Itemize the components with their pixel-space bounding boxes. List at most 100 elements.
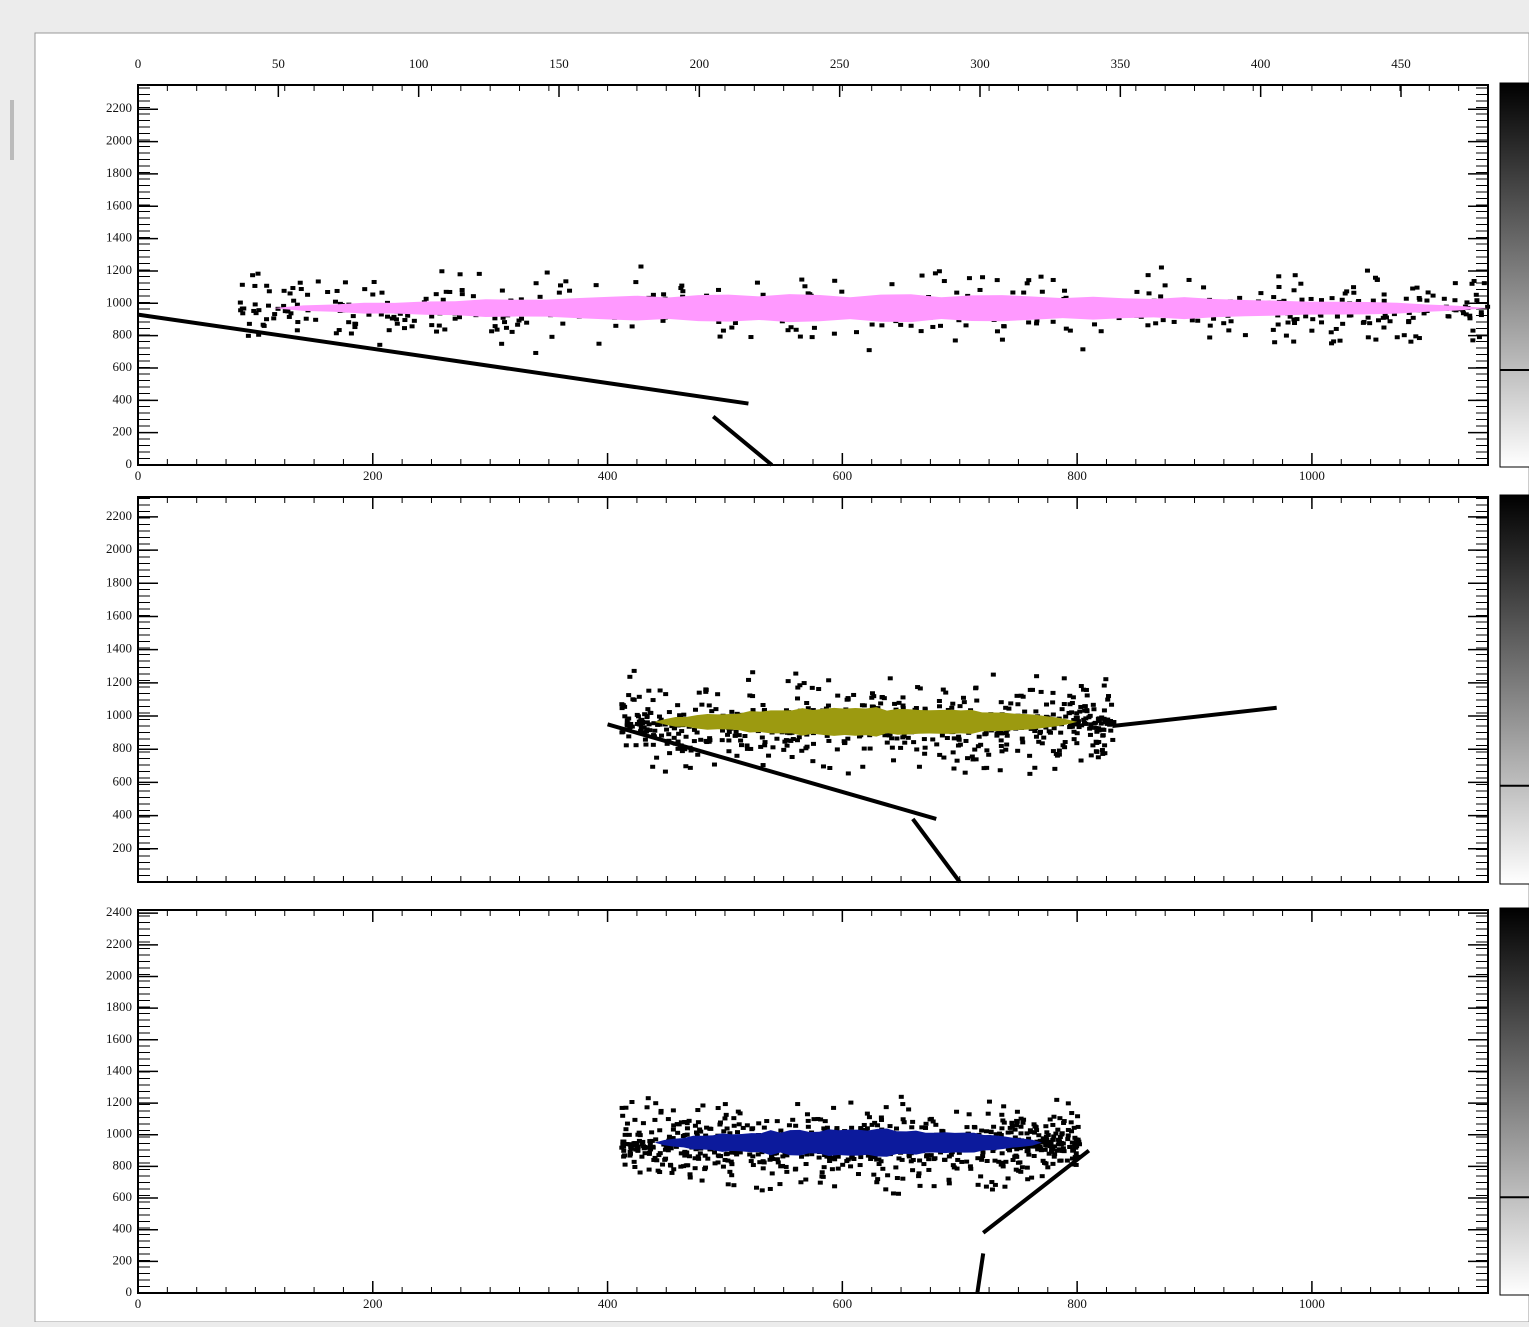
hit xyxy=(1044,1143,1050,1148)
hit xyxy=(683,764,689,769)
x-tick-label: 400 xyxy=(598,468,618,483)
hit xyxy=(1221,321,1227,326)
hit xyxy=(795,1102,801,1107)
hit xyxy=(864,1111,870,1116)
hit xyxy=(875,1123,881,1128)
hit xyxy=(775,1160,781,1165)
hit xyxy=(729,1173,735,1178)
hit xyxy=(632,1164,638,1169)
y-tick-label: 400 xyxy=(113,1221,133,1236)
hit xyxy=(240,311,246,316)
hit xyxy=(785,328,791,333)
hit xyxy=(1018,1124,1024,1129)
hit xyxy=(1068,1120,1074,1125)
hit xyxy=(1026,1152,1032,1157)
hit xyxy=(717,334,723,339)
hit xyxy=(879,695,885,700)
hit xyxy=(760,763,766,768)
hit xyxy=(1053,1131,1059,1136)
top-x-tick-label: 50 xyxy=(272,56,285,71)
hit xyxy=(774,736,780,741)
hit xyxy=(666,710,672,715)
hit xyxy=(1069,700,1075,705)
hit xyxy=(695,1108,701,1113)
hit xyxy=(896,700,902,705)
hit xyxy=(687,1175,693,1180)
hit xyxy=(894,1176,900,1181)
hit xyxy=(908,1159,914,1164)
hit xyxy=(994,733,1000,738)
hit xyxy=(992,1182,998,1187)
hit xyxy=(1098,721,1104,726)
hit xyxy=(1364,268,1370,273)
hit xyxy=(956,318,962,323)
hit xyxy=(900,695,906,700)
hit xyxy=(439,269,445,274)
hit xyxy=(919,1125,925,1130)
hit xyxy=(1029,687,1035,692)
hit xyxy=(1381,298,1387,303)
hit xyxy=(815,1116,821,1121)
hit xyxy=(1076,725,1082,730)
hit xyxy=(1015,702,1021,707)
hit xyxy=(894,736,900,741)
hit xyxy=(997,768,1003,773)
hit xyxy=(305,292,311,297)
hit xyxy=(705,1156,711,1161)
hit xyxy=(692,1156,698,1161)
hit xyxy=(1067,328,1073,333)
hit xyxy=(826,738,832,743)
hit xyxy=(1387,319,1393,324)
hit xyxy=(805,1124,811,1129)
hit xyxy=(1054,1148,1060,1153)
hit xyxy=(1001,1104,1007,1109)
hit xyxy=(984,1158,990,1163)
hit xyxy=(494,327,500,332)
track xyxy=(607,722,937,821)
hit xyxy=(964,1125,970,1130)
hit xyxy=(366,312,372,317)
hit xyxy=(298,287,304,292)
hit xyxy=(716,287,722,292)
hit xyxy=(1051,1154,1057,1159)
hit xyxy=(845,771,851,776)
hit xyxy=(661,292,667,297)
hit xyxy=(887,676,893,681)
hit xyxy=(876,1162,882,1167)
hit xyxy=(1080,347,1086,352)
hit xyxy=(851,692,857,697)
hit xyxy=(1329,296,1335,301)
hit xyxy=(822,1119,828,1124)
hit xyxy=(1012,1135,1018,1140)
hit xyxy=(880,1166,886,1171)
hit xyxy=(797,683,803,688)
hit xyxy=(1034,321,1040,326)
hit xyxy=(1100,751,1106,756)
hit xyxy=(664,727,670,732)
hit xyxy=(315,279,321,284)
hit xyxy=(675,746,681,751)
hit xyxy=(805,706,811,711)
hit xyxy=(662,769,668,774)
hit xyxy=(1039,289,1045,294)
hit xyxy=(686,1154,692,1159)
hit xyxy=(973,757,979,762)
y-tick-label: 1800 xyxy=(106,574,132,589)
hit xyxy=(1171,319,1177,324)
hit xyxy=(916,1174,922,1179)
hit xyxy=(1058,730,1064,735)
hit xyxy=(1380,315,1386,320)
hit xyxy=(967,1164,973,1169)
hit xyxy=(832,278,838,283)
hit xyxy=(1348,313,1354,318)
hit xyxy=(1039,741,1045,746)
top-x-tick-label: 450 xyxy=(1391,56,1411,71)
hit xyxy=(698,737,704,742)
hit xyxy=(996,1159,1002,1164)
hit xyxy=(1032,729,1038,734)
hit xyxy=(992,1158,998,1163)
hit xyxy=(1060,743,1066,748)
hit xyxy=(1057,1116,1063,1121)
hit xyxy=(622,1132,628,1137)
hit xyxy=(900,1176,906,1181)
